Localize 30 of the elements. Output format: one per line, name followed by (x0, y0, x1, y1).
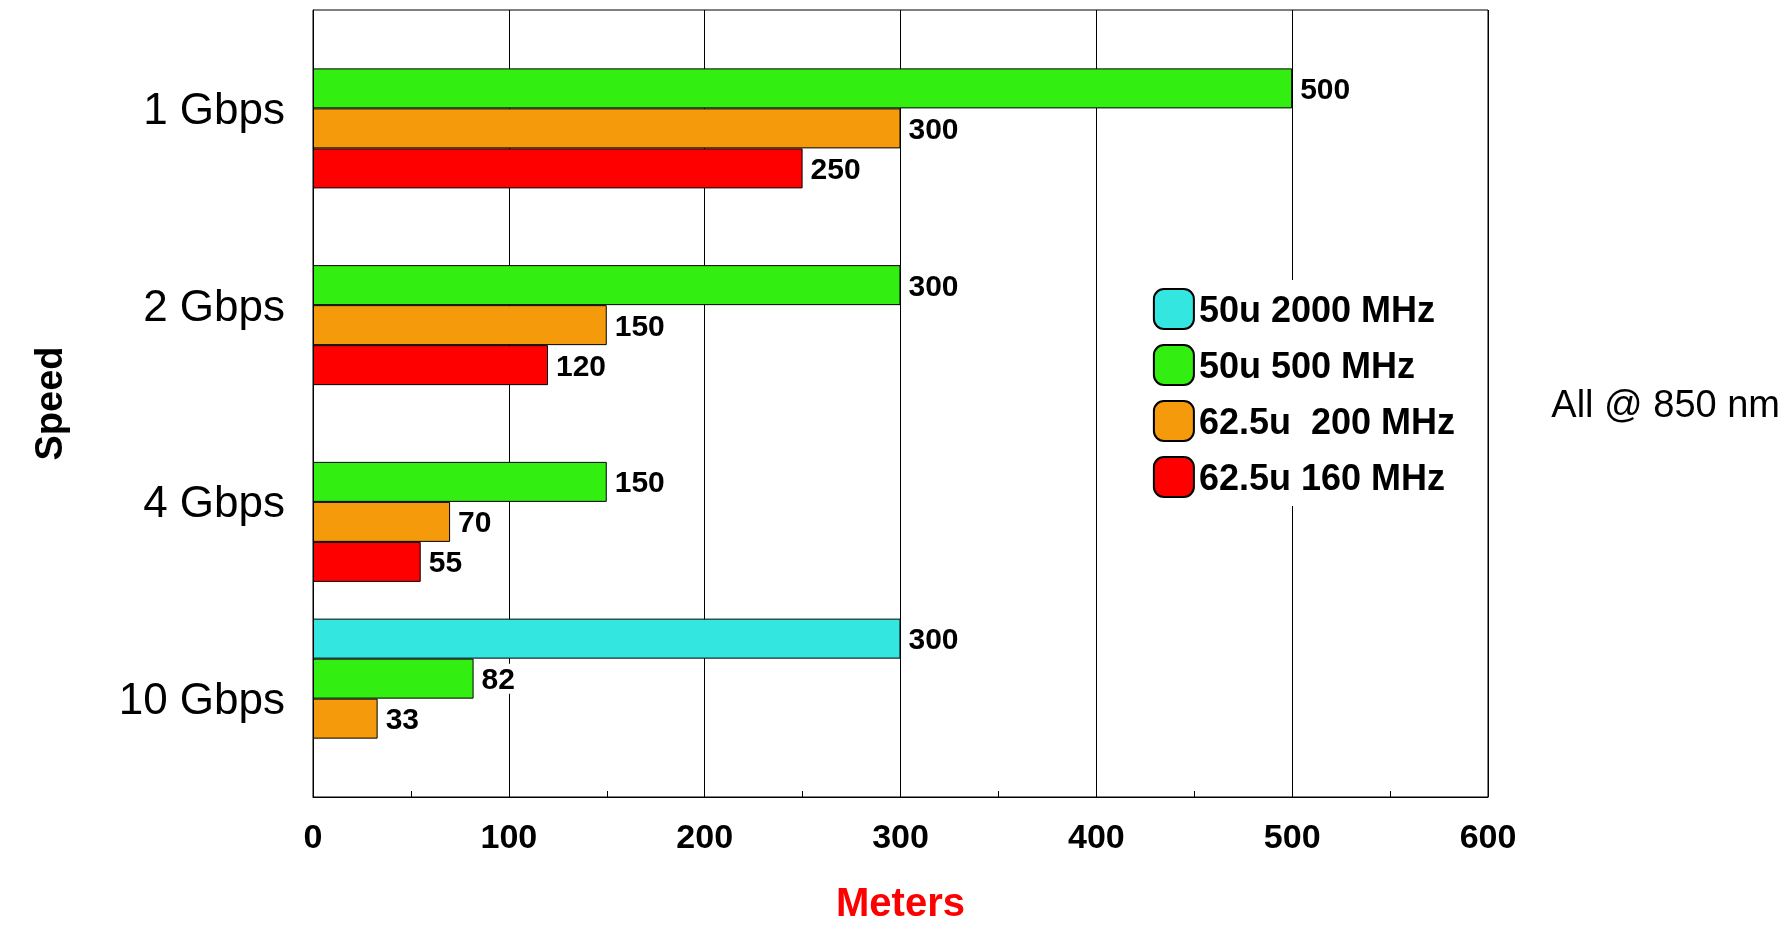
y-tick-label: 1 Gbps (143, 83, 285, 133)
legend-label: 62.5u 200 MHz (1198, 400, 1456, 442)
data-label: 150 (614, 308, 665, 342)
data-label: 70 (458, 505, 492, 539)
data-label: 33 (385, 702, 419, 736)
x-axis-title: Meters (836, 880, 965, 924)
text: All @ 850 nm (1551, 383, 1780, 425)
y-tick-label: 2 Gbps (143, 280, 285, 330)
data-label: 500 (1300, 71, 1351, 105)
y-axis-title: Speed (28, 346, 70, 461)
data-label: 82 (481, 662, 515, 696)
legend-label: 62.5u 160 MHz (1198, 456, 1446, 498)
x-tick-label: 100 (480, 817, 538, 855)
data-label: 55 (428, 545, 463, 579)
data-label: 300 (908, 268, 959, 302)
x-tick-label: 600 (1459, 817, 1517, 855)
x-tick-label: 400 (1067, 817, 1125, 855)
data-label: 150 (614, 465, 665, 499)
y-tick-label: 4 Gbps (143, 477, 285, 527)
y-tick-label: 10 Gbps (118, 674, 285, 724)
legend-label: 50u 500 MHz (1198, 344, 1415, 386)
x-tick-label: 300 (872, 817, 929, 855)
x-tick-label: 500 (1263, 817, 1321, 855)
legend-label: 50u 2000 MHz (1198, 288, 1435, 330)
x-tick-label: 0 (303, 817, 323, 855)
data-label: 300 (908, 111, 959, 145)
x-tick-label: 200 (676, 817, 734, 855)
data-label: 120 (556, 348, 607, 382)
data-label: 300 (908, 622, 959, 656)
data-label: 250 (810, 151, 861, 185)
